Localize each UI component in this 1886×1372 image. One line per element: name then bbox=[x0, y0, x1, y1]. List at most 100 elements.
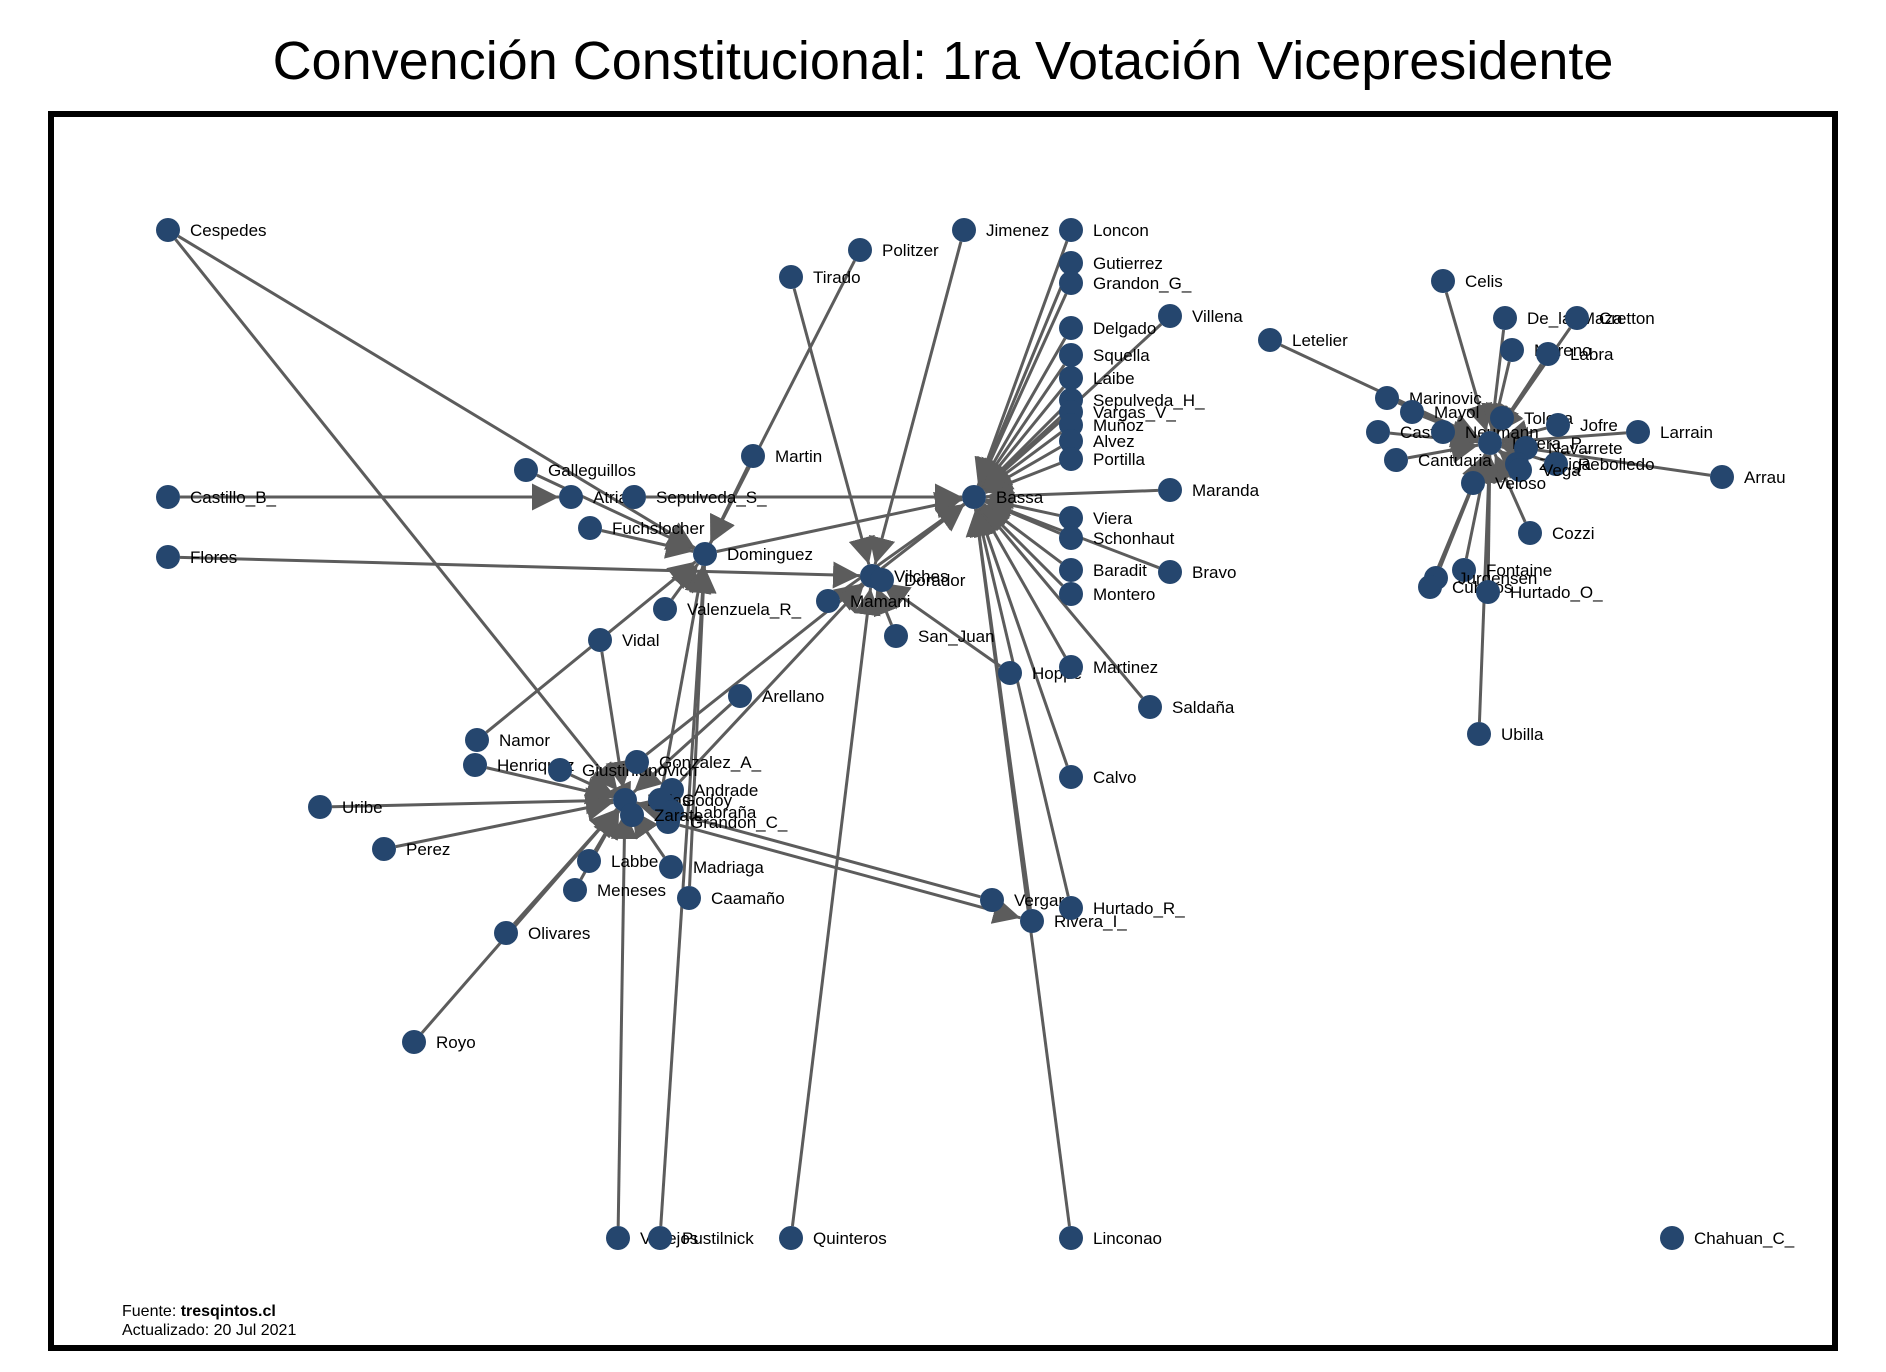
edge-Vidal-Rojas bbox=[600, 651, 633, 789]
node-Zarate: Zarate bbox=[620, 803, 703, 827]
node-Jofre: Jofre bbox=[1546, 413, 1618, 437]
edge-Cespedes-Dominguez bbox=[177, 234, 696, 550]
node-label: Arrau bbox=[1744, 468, 1786, 487]
node-Veloso: Veloso bbox=[1461, 471, 1546, 495]
node-Calvo: Calvo bbox=[1059, 765, 1136, 789]
node-label: Ubilla bbox=[1501, 725, 1544, 744]
node-marker bbox=[653, 597, 677, 621]
node-Atria: Atria bbox=[559, 485, 629, 509]
source-note: Fuente: tresqintos.cl Actualizado: 20 Ju… bbox=[122, 1302, 296, 1340]
node-marker bbox=[1544, 452, 1568, 476]
edge-Cantuaria-Rivera_P_ bbox=[1407, 436, 1479, 464]
node-Celis: Celis bbox=[1431, 269, 1503, 293]
node-label: Galleguillos bbox=[548, 461, 636, 480]
edge-Grandon_C_-Rivera_I_ bbox=[679, 823, 1021, 924]
node-Martin: Martin bbox=[741, 444, 822, 468]
node-Tirado: Tirado bbox=[779, 265, 861, 289]
node-marker bbox=[1366, 420, 1390, 444]
node-Bravo: Bravo bbox=[1158, 560, 1236, 584]
node-marker bbox=[779, 265, 803, 289]
node-marker bbox=[1467, 722, 1491, 746]
node-label: Sepulveda_S_ bbox=[656, 488, 767, 507]
node-Quinteros: Quinteros bbox=[779, 1226, 887, 1250]
node-Martinez: Martinez bbox=[1059, 655, 1158, 679]
node-label: Meneses bbox=[597, 881, 666, 900]
node-Larrain: Larrain bbox=[1626, 420, 1713, 444]
edge-Grandon_G_-Bassa bbox=[977, 293, 1068, 487]
node-label: Flores bbox=[190, 548, 237, 567]
node-marker bbox=[693, 542, 717, 566]
node-Squella: Squella bbox=[1059, 343, 1150, 367]
node-Chahuan_C_: Chahuan_C_ bbox=[1660, 1226, 1795, 1250]
node-label: Muñoz bbox=[1093, 416, 1144, 435]
node-label: Villena bbox=[1192, 307, 1243, 326]
edge-Royo-Rojas bbox=[420, 808, 619, 1034]
node-marker bbox=[1059, 218, 1083, 242]
node-marker bbox=[1536, 342, 1560, 366]
node-Gutierrez: Gutierrez bbox=[1059, 251, 1163, 275]
node-marker bbox=[1418, 575, 1442, 599]
node-Schonhaut: Schonhaut bbox=[1059, 526, 1175, 550]
node-marker bbox=[1660, 1226, 1684, 1250]
node-label: Tirado bbox=[813, 268, 861, 287]
edge-Fuchslocher-Dominguez bbox=[601, 529, 694, 559]
node-Mamani: Mamani bbox=[816, 589, 910, 613]
node-Cozzi: Cozzi bbox=[1518, 521, 1595, 545]
node-Royo: Royo bbox=[402, 1030, 476, 1054]
edge-Calvo-Bassa bbox=[974, 507, 1069, 767]
edge-Jimenez-Villalobos bbox=[868, 241, 963, 565]
edge-Dominguez-Bassa bbox=[716, 491, 963, 553]
node-label: Politzer bbox=[882, 241, 939, 260]
node-marker bbox=[848, 238, 872, 262]
node-Letelier: Letelier bbox=[1258, 328, 1348, 352]
node-Montero: Montero bbox=[1059, 582, 1155, 606]
node-label: Bassa bbox=[996, 488, 1044, 507]
node-Maranda: Maranda bbox=[1158, 478, 1260, 502]
edge-Labe-Bassa bbox=[980, 386, 1065, 489]
node-label: Vidal bbox=[622, 631, 660, 650]
edge-Mamani-Bassa bbox=[836, 502, 966, 596]
node-label: Vergara bbox=[1014, 891, 1074, 910]
node-label: Jofre bbox=[1580, 416, 1618, 435]
node-marker bbox=[578, 516, 602, 540]
node-marker bbox=[1565, 306, 1589, 330]
node-label: Fontaine bbox=[1486, 561, 1552, 580]
node-marker bbox=[622, 485, 646, 509]
node-label: Madriaga bbox=[693, 858, 764, 877]
node-label: Perez bbox=[406, 840, 450, 859]
node-label: Zarate bbox=[654, 806, 703, 825]
node-label: Grandon_G_ bbox=[1093, 274, 1192, 293]
node-marker bbox=[563, 878, 587, 902]
node-marker bbox=[870, 568, 894, 592]
node-marker bbox=[1158, 304, 1182, 328]
edge-Gutierrez-Bassa bbox=[976, 273, 1068, 487]
node-label: Chahuan_C_ bbox=[1694, 1229, 1795, 1248]
node-marker bbox=[372, 837, 396, 861]
node-marker bbox=[962, 485, 986, 509]
node-marker bbox=[648, 1226, 672, 1250]
node-Marinovic: Marinovic bbox=[1375, 386, 1482, 410]
node-label: Hurtado_R_ bbox=[1093, 899, 1185, 918]
node-marker bbox=[1059, 271, 1083, 295]
node-marker bbox=[1452, 558, 1476, 582]
node-label: Saldaña bbox=[1172, 698, 1235, 717]
node-marker bbox=[1431, 269, 1455, 293]
node-label: Castillo_B_ bbox=[190, 488, 277, 507]
node-Grandon_C_: Grandon_C_ bbox=[656, 810, 788, 834]
node-Arellano: Arellano bbox=[728, 684, 824, 708]
node-marker bbox=[741, 444, 765, 468]
node-label: Gutierrez bbox=[1093, 254, 1163, 273]
node-marker bbox=[402, 1030, 426, 1054]
node-label: Linconao bbox=[1093, 1229, 1162, 1248]
node-Fuchslocher: Fuchslocher bbox=[578, 516, 705, 540]
node-label: Namor bbox=[499, 731, 550, 750]
page-title: Convención Constitucional: 1ra Votación … bbox=[272, 31, 1614, 91]
node-marker bbox=[1059, 447, 1083, 471]
node-marker bbox=[1546, 413, 1570, 437]
node-label: Rebolledo bbox=[1578, 455, 1655, 474]
node-label: Cantuaria bbox=[1418, 451, 1492, 470]
node-label: Valenzuela_R_ bbox=[687, 600, 802, 619]
edge-Celis-Rivera_P_ bbox=[1444, 292, 1493, 432]
node-Viera: Viera bbox=[1059, 506, 1133, 530]
